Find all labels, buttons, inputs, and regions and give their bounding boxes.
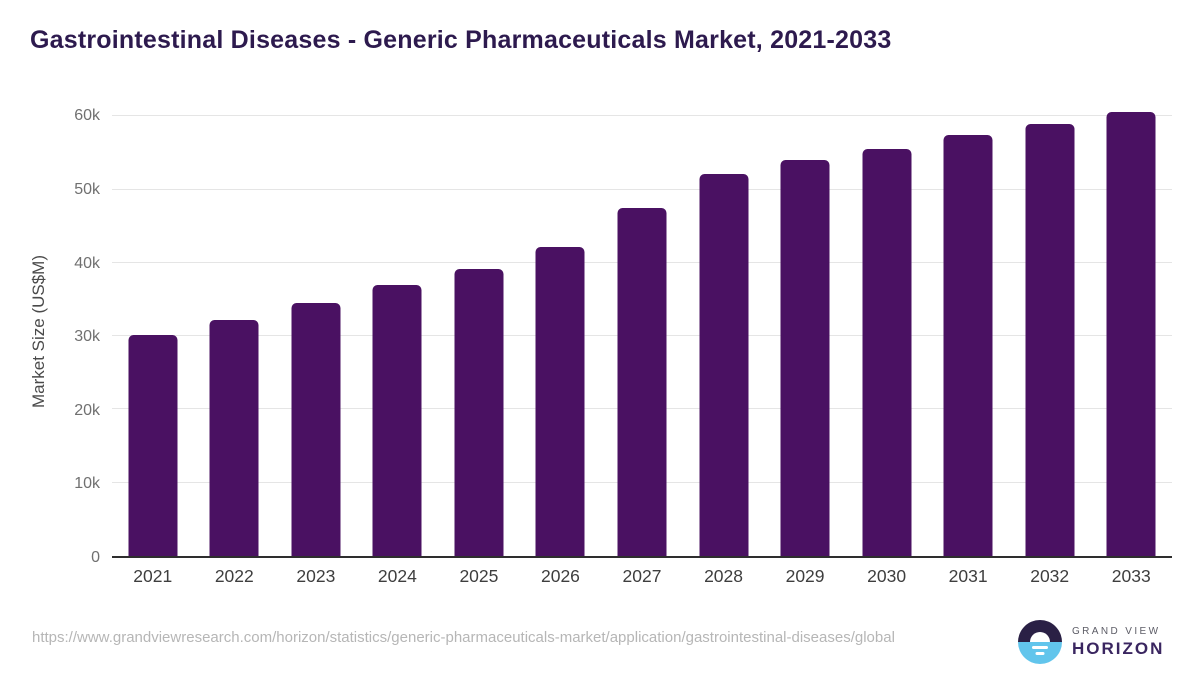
- bar-2029: [780, 160, 830, 556]
- bar-2026: [535, 246, 585, 556]
- x-tick-label-2024: 2024: [377, 566, 417, 586]
- y-tick-label-60k: 60k: [74, 107, 100, 125]
- horizon-sun-icon: [1018, 620, 1062, 664]
- y-tick-label-10k: 10k: [74, 475, 100, 493]
- x-tick-label-2025: 2025: [459, 566, 499, 586]
- bar-2021: [128, 335, 178, 556]
- gridline-50k: [112, 188, 1172, 190]
- plot-area: [112, 106, 1172, 558]
- logo-sun-dome: [1030, 632, 1050, 642]
- x-tick-label-2031: 2031: [948, 566, 988, 586]
- source-url: https://www.grandviewresearch.com/horizo…: [32, 629, 895, 646]
- bar-2033: [1106, 111, 1156, 556]
- logo-ripple-short: [1035, 652, 1045, 655]
- grand-view-horizon-logo: GRAND VIEW HORIZON: [1018, 620, 1164, 664]
- y-axis: 0 10k 20k 30k 40k 50k 60k: [0, 106, 100, 566]
- bar-2022: [209, 320, 259, 556]
- x-tick-label-2027: 2027: [622, 566, 662, 586]
- bar-2030: [862, 148, 912, 556]
- bar-2032: [1025, 123, 1075, 556]
- y-tick-label-0: 0: [91, 549, 100, 566]
- gridline-60k: [112, 115, 1172, 117]
- logo-ripple-wide: [1032, 646, 1048, 649]
- x-tick-label-2033: 2033: [1111, 566, 1151, 586]
- x-tick-label-2032: 2032: [1030, 566, 1070, 586]
- y-tick-label-30k: 30k: [74, 328, 100, 346]
- x-tick-label-2030: 2030: [867, 566, 907, 586]
- logo-horizon-label: HORIZON: [1072, 638, 1165, 658]
- x-tick-label-2029: 2029: [785, 566, 825, 586]
- bar-2024: [372, 284, 422, 556]
- x-axis: 2021 2022 2023 2024 2025 2026 2027 2028 2029 2030…: [112, 566, 1172, 594]
- x-tick-label-2023: 2023: [296, 566, 336, 586]
- bar-2031: [943, 135, 993, 556]
- x-tick-label-2028: 2028: [704, 566, 743, 586]
- logo-grand-view-label: GRAND VIEW: [1072, 625, 1161, 637]
- chart-title: Gastrointestinal Diseases - Generic Phar…: [30, 26, 892, 54]
- bar-2027: [617, 207, 667, 556]
- x-tick-label-2026: 2026: [540, 566, 580, 586]
- x-tick-label-2021: 2021: [133, 566, 173, 586]
- bar-2025: [454, 269, 504, 556]
- y-tick-label-20k: 20k: [74, 401, 100, 419]
- logo-text: GRAND VIEW HORIZON: [1072, 626, 1164, 659]
- x-tick-label-2022: 2022: [214, 566, 254, 586]
- logo-sky-half: [1018, 620, 1062, 642]
- bar-2023: [291, 303, 341, 556]
- y-tick-label-40k: 40k: [74, 254, 100, 272]
- y-tick-label-50k: 50k: [74, 180, 100, 198]
- bar-2028: [699, 174, 749, 556]
